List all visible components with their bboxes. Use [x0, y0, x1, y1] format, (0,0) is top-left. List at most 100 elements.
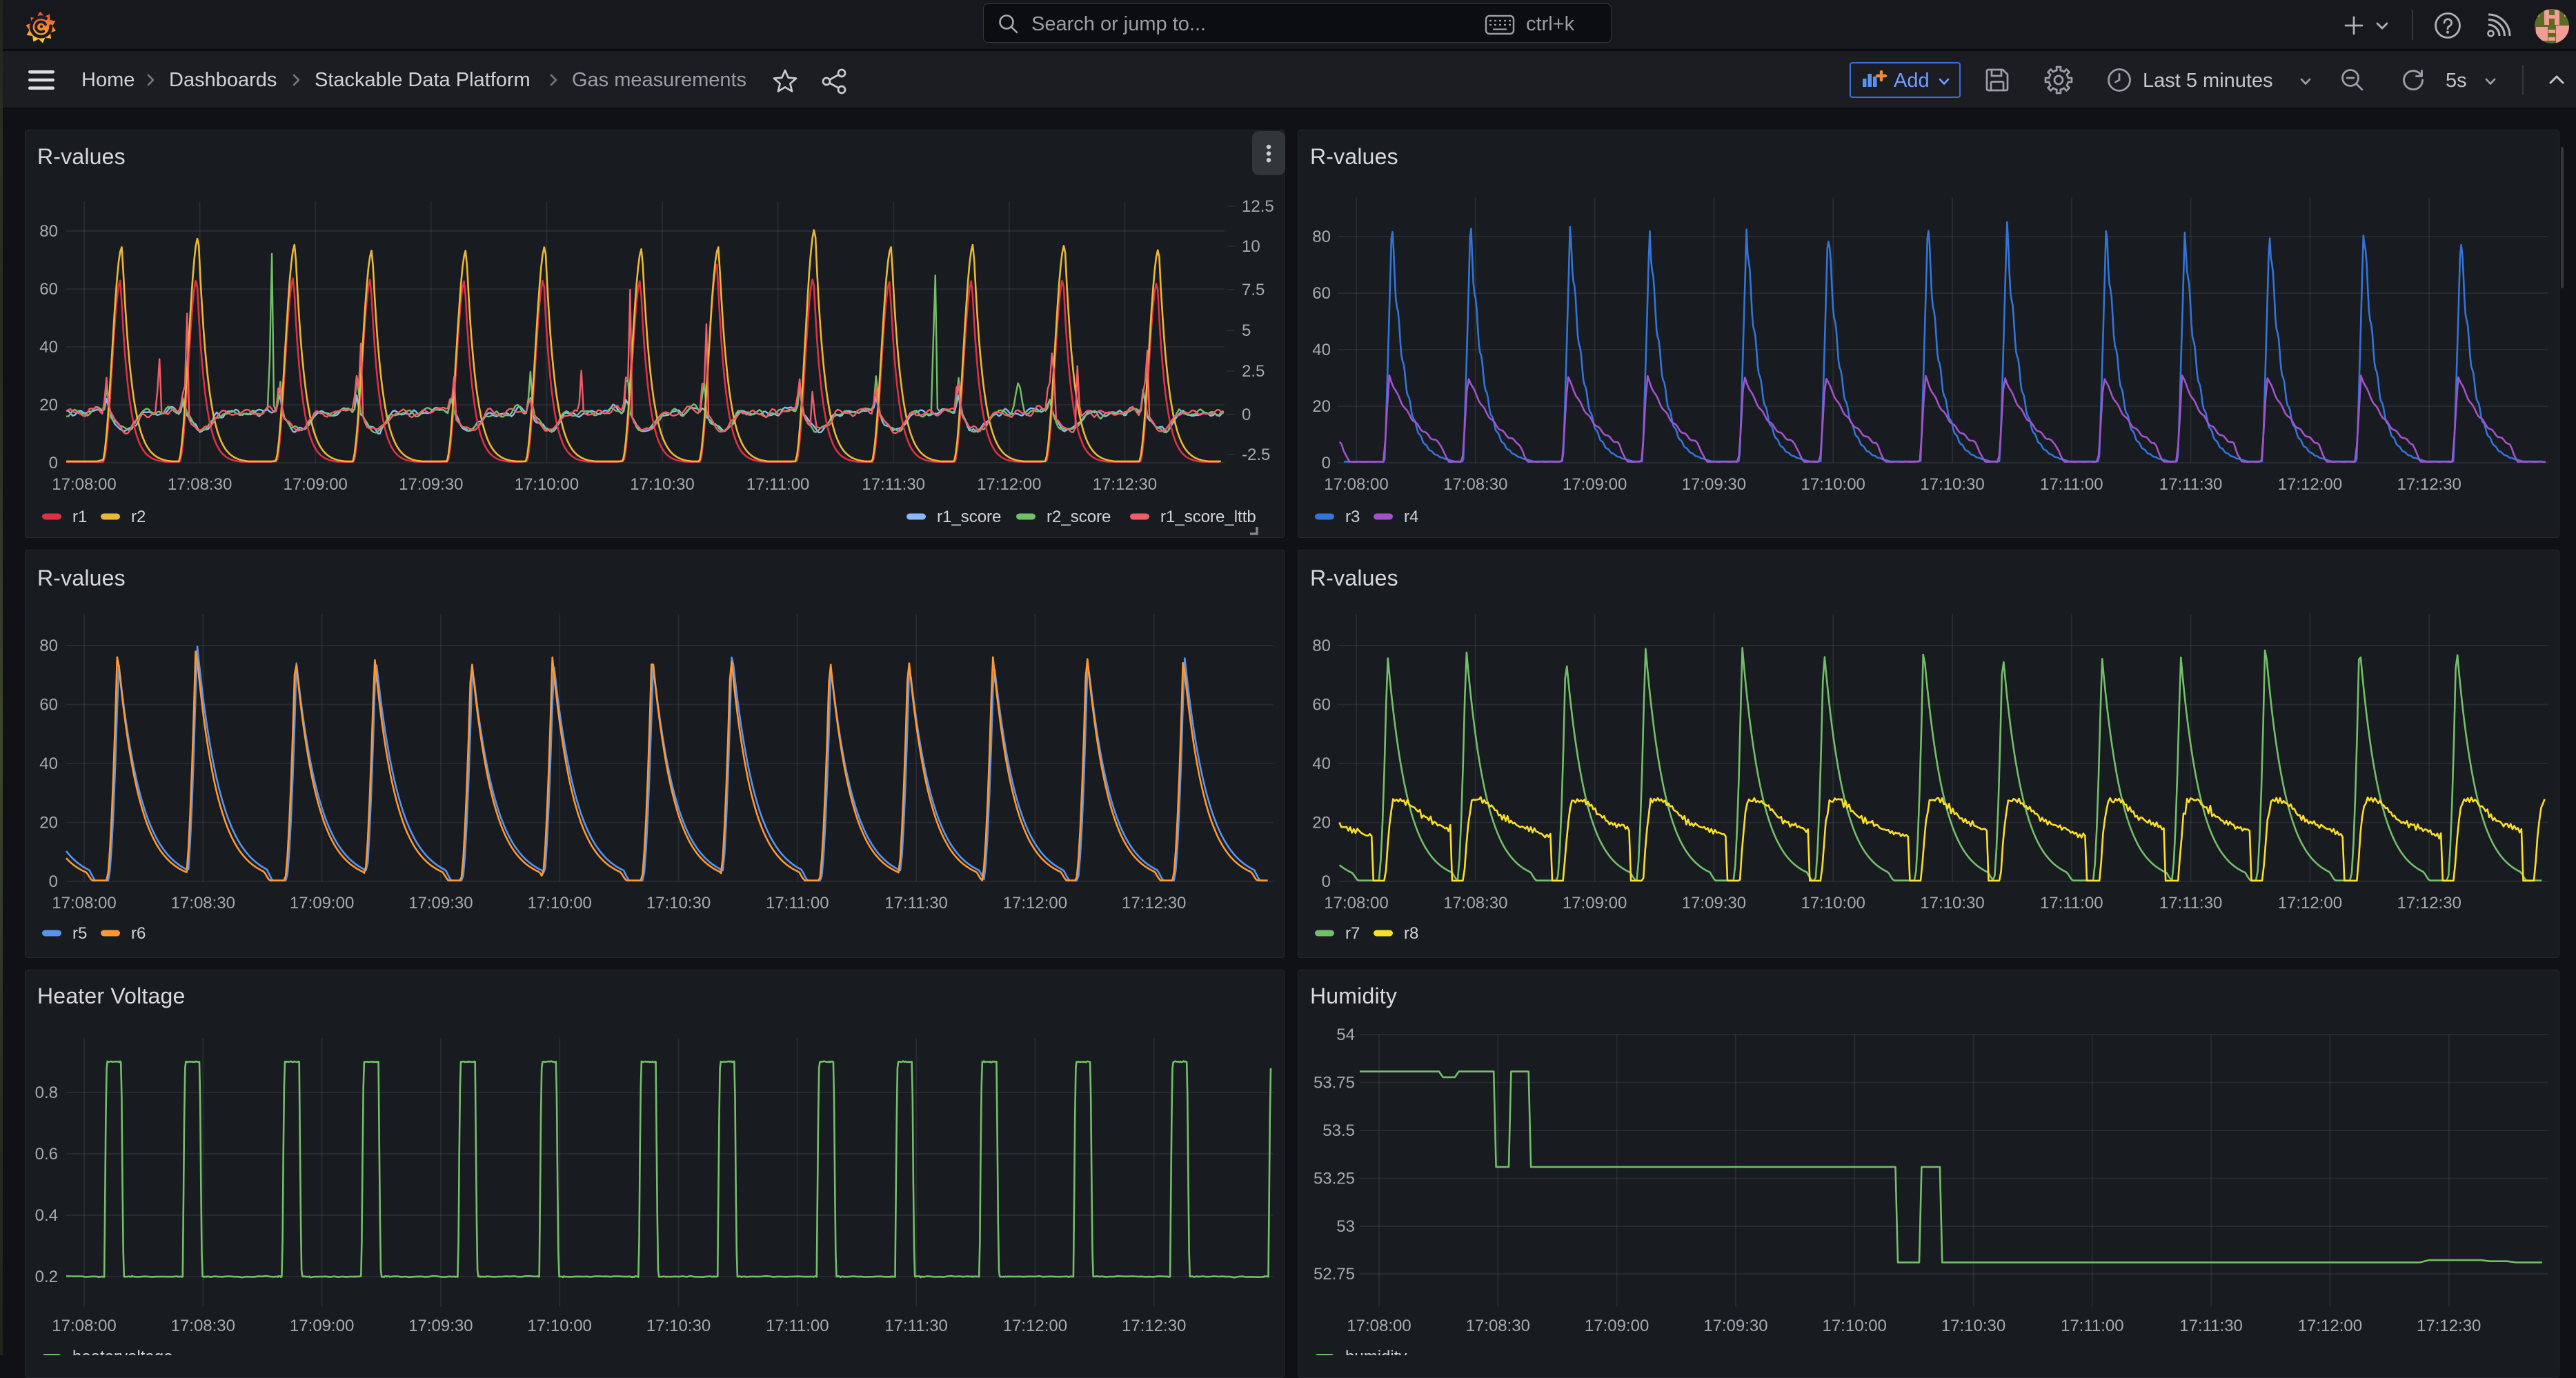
svg-text:r4: r4	[1404, 508, 1418, 526]
svg-text:r2_score: r2_score	[1047, 508, 1111, 526]
svg-text:17:10:30: 17:10:30	[1941, 1317, 2005, 1335]
svg-text:17:08:00: 17:08:00	[1347, 1317, 1411, 1335]
svg-text:17:12:30: 17:12:30	[2397, 894, 2461, 912]
svg-text:17:12:00: 17:12:00	[1003, 1317, 1067, 1335]
svg-text:17:08:30: 17:08:30	[1466, 1317, 1530, 1335]
svg-text:80: 80	[39, 222, 58, 241]
svg-text:17:11:30: 17:11:30	[862, 475, 925, 494]
svg-text:r1_score: r1_score	[937, 508, 1001, 526]
svg-text:60: 60	[1312, 284, 1331, 303]
svg-text:17:09:30: 17:09:30	[1703, 1317, 1767, 1335]
svg-text:17:08:00: 17:08:00	[52, 894, 116, 912]
svg-text:17:10:30: 17:10:30	[646, 894, 711, 912]
svg-text:80: 80	[39, 637, 58, 655]
svg-text:17:08:30: 17:08:30	[168, 475, 232, 494]
svg-text:-2.5: -2.5	[1242, 446, 1270, 464]
svg-text:r2: r2	[131, 508, 146, 526]
svg-text:40: 40	[39, 755, 58, 773]
svg-text:17:10:30: 17:10:30	[1920, 894, 1984, 912]
svg-text:17:09:30: 17:09:30	[1682, 894, 1746, 912]
svg-text:17:09:00: 17:09:00	[290, 1317, 354, 1335]
svg-text:20: 20	[39, 396, 58, 415]
svg-text:r5: r5	[72, 924, 87, 943]
svg-text:52.75: 52.75	[1314, 1265, 1355, 1284]
svg-text:17:12:30: 17:12:30	[1122, 894, 1186, 912]
svg-text:54: 54	[1336, 1026, 1355, 1044]
svg-text:17:09:30: 17:09:30	[1682, 475, 1746, 494]
svg-text:2.5: 2.5	[1242, 362, 1265, 381]
svg-text:53: 53	[1336, 1217, 1355, 1236]
svg-text:17:10:00: 17:10:00	[527, 1317, 591, 1335]
svg-text:17:11:30: 17:11:30	[884, 894, 948, 912]
svg-text:17:08:00: 17:08:00	[1324, 894, 1388, 912]
svg-text:20: 20	[39, 814, 58, 832]
svg-text:17:12:30: 17:12:30	[2417, 1317, 2481, 1335]
svg-text:0: 0	[1322, 454, 1331, 472]
svg-text:0.2: 0.2	[35, 1268, 58, 1286]
svg-text:17:11:00: 17:11:00	[746, 475, 810, 494]
svg-text:17:11:30: 17:11:30	[2179, 1317, 2243, 1335]
svg-text:17:09:00: 17:09:00	[290, 894, 354, 912]
svg-text:17:12:00: 17:12:00	[2278, 894, 2342, 912]
svg-text:r7: r7	[1345, 924, 1360, 943]
svg-text:17:08:00: 17:08:00	[52, 475, 116, 494]
svg-text:53.25: 53.25	[1314, 1170, 1355, 1188]
svg-text:17:11:30: 17:11:30	[2159, 894, 2223, 912]
svg-text:17:10:00: 17:10:00	[1822, 1317, 1886, 1335]
svg-text:17:08:30: 17:08:30	[171, 894, 235, 912]
svg-text:17:09:30: 17:09:30	[399, 475, 463, 494]
svg-text:0: 0	[1242, 406, 1251, 424]
svg-text:0.8: 0.8	[35, 1084, 58, 1102]
svg-text:17:12:30: 17:12:30	[1093, 475, 1157, 494]
svg-text:40: 40	[1312, 341, 1331, 359]
svg-text:17:09:00: 17:09:00	[1585, 1317, 1649, 1335]
svg-text:17:11:00: 17:11:00	[2040, 894, 2103, 912]
svg-text:53.75: 53.75	[1314, 1074, 1355, 1092]
svg-text:heatervoltage: heatervoltage	[72, 1348, 172, 1355]
svg-text:60: 60	[1312, 696, 1331, 715]
svg-text:17:11:30: 17:11:30	[884, 1317, 948, 1335]
svg-text:5: 5	[1242, 321, 1251, 340]
svg-text:17:08:00: 17:08:00	[1324, 475, 1388, 494]
svg-text:17:11:00: 17:11:00	[766, 894, 829, 912]
svg-text:17:12:30: 17:12:30	[1122, 1317, 1186, 1335]
svg-text:0.4: 0.4	[35, 1206, 58, 1225]
svg-text:17:12:00: 17:12:00	[1003, 894, 1067, 912]
svg-text:0: 0	[49, 454, 58, 472]
svg-text:17:11:00: 17:11:00	[2040, 475, 2103, 494]
svg-text:17:08:00: 17:08:00	[52, 1317, 116, 1335]
svg-text:17:10:30: 17:10:30	[1920, 475, 1984, 494]
svg-text:17:11:00: 17:11:00	[2061, 1317, 2124, 1335]
svg-text:r1: r1	[72, 508, 87, 526]
svg-text:10: 10	[1242, 237, 1260, 256]
svg-text:17:10:30: 17:10:30	[630, 475, 694, 494]
svg-text:12.5: 12.5	[1242, 197, 1274, 216]
svg-text:17:12:00: 17:12:00	[2298, 1317, 2362, 1335]
svg-text:17:12:00: 17:12:00	[977, 475, 1041, 494]
svg-text:humidity: humidity	[1345, 1348, 1407, 1355]
svg-text:40: 40	[1312, 755, 1331, 773]
svg-text:60: 60	[39, 696, 58, 715]
svg-text:17:10:30: 17:10:30	[646, 1317, 711, 1335]
svg-text:17:09:00: 17:09:00	[1563, 894, 1627, 912]
svg-text:20: 20	[1312, 814, 1331, 832]
svg-text:r6: r6	[131, 924, 146, 943]
svg-text:17:10:00: 17:10:00	[527, 894, 591, 912]
svg-text:17:11:00: 17:11:00	[766, 1317, 829, 1335]
svg-text:53.5: 53.5	[1322, 1121, 1355, 1140]
svg-text:17:09:30: 17:09:30	[408, 1317, 473, 1335]
svg-text:20: 20	[1312, 397, 1331, 416]
svg-text:60: 60	[39, 280, 58, 299]
svg-text:r1_score_lttb: r1_score_lttb	[1160, 508, 1256, 526]
svg-text:0: 0	[1322, 872, 1331, 891]
svg-text:17:08:30: 17:08:30	[171, 1317, 235, 1335]
svg-text:17:12:00: 17:12:00	[2278, 475, 2342, 494]
svg-text:17:12:30: 17:12:30	[2397, 475, 2461, 494]
svg-text:17:09:30: 17:09:30	[408, 894, 473, 912]
svg-text:17:09:00: 17:09:00	[283, 475, 347, 494]
svg-text:40: 40	[39, 338, 58, 357]
svg-text:0.6: 0.6	[35, 1145, 58, 1164]
svg-text:r8: r8	[1404, 924, 1418, 943]
svg-text:17:10:00: 17:10:00	[1801, 894, 1865, 912]
svg-text:17:10:00: 17:10:00	[515, 475, 579, 494]
